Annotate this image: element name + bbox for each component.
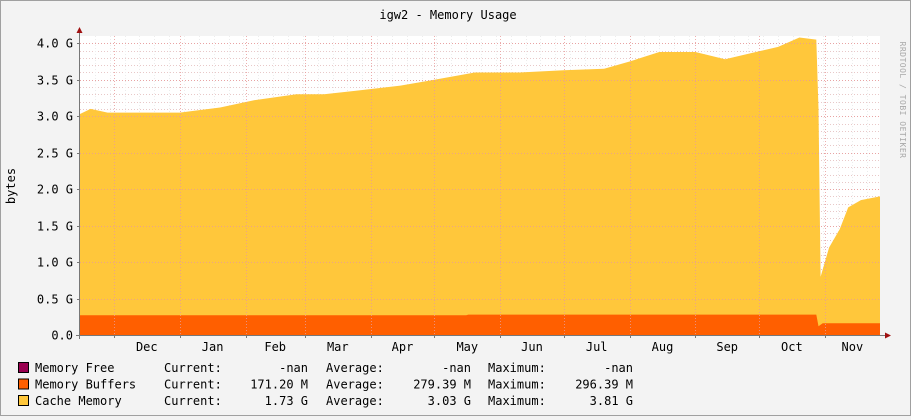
y-tick-label: 0.5 G — [37, 293, 73, 307]
legend-average-label: Average: — [326, 361, 384, 375]
legend-average-label: Average: — [326, 378, 384, 392]
x-tick-label: Oct — [781, 340, 803, 354]
x-tick-label: Sep — [716, 340, 738, 354]
legend-maximum-label: Maximum: — [488, 361, 546, 375]
legend-row: Cache Memory Current: 1.73 G Average: 3.03 G… — [18, 394, 633, 408]
x-tick-label: Jan — [202, 340, 224, 354]
legend-average-label: Average: — [326, 394, 384, 408]
legend-average-value: -nan — [442, 361, 471, 375]
legend-average-value: 279.39 M — [413, 378, 471, 392]
major-grid — [80, 36, 880, 335]
x-tick-label: May — [456, 340, 478, 354]
x-tick-label: Jun — [521, 340, 543, 354]
series-areas — [80, 37, 880, 335]
y-axis-label: bytes — [4, 168, 18, 204]
x-tick-label: Mar — [327, 340, 349, 354]
legend-maximum-label: Maximum: — [488, 394, 546, 408]
x-tick-label: Jul — [586, 340, 608, 354]
chart-title: igw2 - Memory Usage — [379, 8, 516, 22]
legend-current-label: Current: — [164, 361, 222, 375]
y-tick-label: 1.0 G — [37, 256, 73, 270]
legend-series-name: Cache Memory — [35, 394, 122, 408]
y-tick-label: 2.0 G — [37, 183, 73, 197]
legend-maximum-label: Maximum: — [488, 378, 546, 392]
legend-current-label: Current: — [164, 378, 222, 392]
x-tick-label: Feb — [264, 340, 286, 354]
x-tick-label: Aug — [652, 340, 674, 354]
legend-swatch — [18, 362, 29, 373]
y-tick-label: 3.0 G — [37, 110, 73, 124]
x-tick-labels: Dec Jan Feb Mar Apr May Jun Jul Aug Sep Oct Nov — [136, 340, 863, 354]
legend-current-label: Current: — [164, 394, 222, 408]
y-tick-labels: 0.0 0.5 G 1.0 G 1.5 G 2.0 G 2.5 G 3.0 G 3.5 G 4.… — [37, 37, 73, 343]
y-tick-label: 1.5 G — [37, 220, 73, 234]
x-tick-label: Nov — [842, 340, 864, 354]
legend-current-value: 1.73 G — [265, 394, 308, 408]
x-tick-label: Dec — [136, 340, 158, 354]
axes — [76, 27, 891, 339]
y-tick-label: 0.0 — [51, 329, 73, 343]
legend-row: Memory Buffers Current: 171.20 M Average: 27… — [18, 378, 633, 392]
memory-buffers-area — [80, 314, 880, 335]
legend-maximum-value: 3.81 G — [590, 394, 633, 408]
legend-maximum-value: 296.39 M — [575, 378, 633, 392]
y-axis-arrow — [76, 27, 83, 33]
cache-memory-area — [80, 37, 880, 335]
legend-current-value: 171.20 M — [250, 378, 308, 392]
y-tick-label: 3.5 G — [37, 74, 73, 88]
legend-swatch — [18, 395, 29, 406]
legend-maximum-value: -nan — [604, 361, 633, 375]
legend-row: Memory Free Current: -nan Average: -nan Maxim… — [18, 361, 633, 375]
legend: Memory Free Current: -nan Average: -nan Maxim… — [18, 361, 633, 408]
legend-series-name: Memory Free — [35, 361, 114, 375]
legend-series-name: Memory Buffers — [35, 378, 136, 392]
rrdtool-watermark: RRDTOOL / TOBI OETIKER — [898, 42, 907, 159]
legend-swatch — [18, 378, 29, 390]
y-tick-label: 4.0 G — [37, 37, 73, 51]
x-axis-arrow — [885, 332, 891, 339]
legend-average-value: 3.03 G — [428, 394, 471, 408]
y-tick-label: 2.5 G — [37, 147, 73, 161]
x-tick-label: Apr — [392, 340, 414, 354]
legend-current-value: -nan — [279, 361, 308, 375]
